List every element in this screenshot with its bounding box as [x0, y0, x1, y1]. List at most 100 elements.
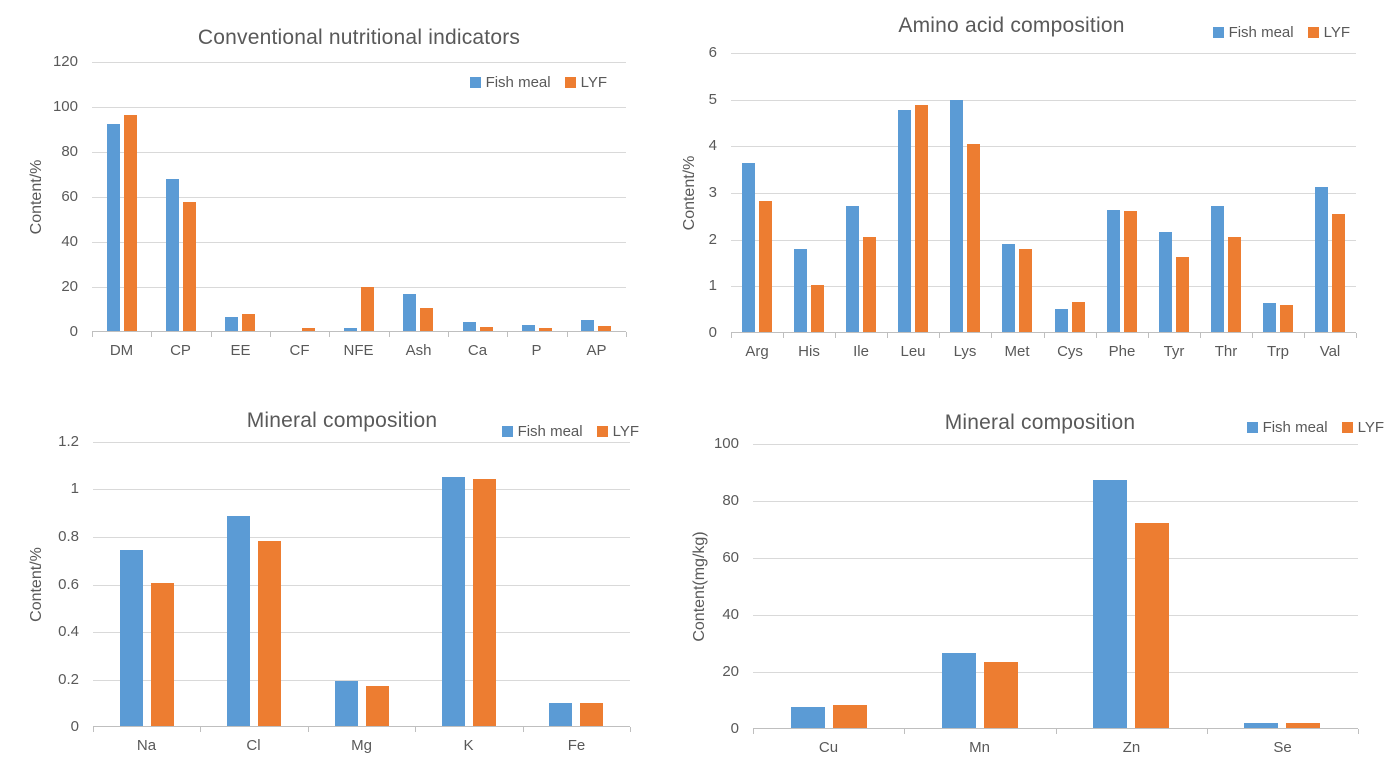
legend-label: LYF: [580, 74, 607, 91]
y-tick-label: 100: [52, 98, 78, 115]
gridline: [92, 62, 626, 63]
y-tick-label: 80: [722, 492, 739, 509]
axis-tick-mark: [1148, 333, 1149, 338]
bar-lyf-se: [1286, 723, 1320, 728]
gridline: [731, 240, 1356, 241]
bar-lyf-met: [1019, 249, 1032, 332]
y-tick-label: 0.2: [58, 671, 79, 688]
bar-lyf-thr: [1228, 237, 1241, 332]
bar-fish-meal-dm: [107, 124, 120, 331]
bar-lyf-mn: [984, 662, 1018, 728]
legend-item-lyf: LYF: [1341, 419, 1384, 436]
bar-fish-meal-mg: [335, 681, 358, 726]
axis-tick-mark: [1044, 333, 1045, 338]
chart-legend: Fish meal LYF: [501, 423, 639, 440]
legend-item-fish-meal: Fish meal: [501, 423, 583, 440]
bar-lyf-his: [811, 285, 824, 332]
plot-area: [92, 62, 626, 332]
x-axis-line: [93, 726, 630, 727]
x-category-label: Phe: [1108, 343, 1136, 360]
bar-fish-meal-ap: [581, 320, 594, 331]
chart-amino-acid-composition: Amino acid composition Fish meal LYF Cont…: [655, 0, 1400, 389]
x-category-label: Cys: [1057, 343, 1083, 360]
bar-lyf-val: [1332, 214, 1345, 332]
axis-tick-mark: [151, 332, 152, 337]
y-tick-label: 0.8: [58, 528, 79, 545]
axis-tick-mark: [389, 332, 390, 337]
bar-lyf-k: [473, 479, 496, 726]
chart-title: Conventional nutritional indicators: [197, 26, 521, 49]
x-category-label: Lys: [953, 343, 977, 360]
legend-swatch-icon: [469, 77, 481, 88]
bar-fish-meal-his: [794, 249, 807, 332]
gridline: [731, 53, 1356, 54]
chart-legend: Fish meal LYF: [1246, 419, 1384, 436]
bar-lyf-cu: [833, 705, 867, 728]
bar-fish-meal-thr: [1211, 206, 1224, 332]
y-axis-label: Content(mg/kg): [691, 531, 708, 642]
bar-lyf-cys: [1072, 302, 1085, 332]
bar-lyf-zn: [1135, 523, 1169, 728]
axis-tick-mark: [308, 727, 309, 732]
y-tick-label: 0: [69, 323, 78, 340]
chart-conventional-nutritional-indicators: Conventional nutritional indicators Fish…: [0, 0, 655, 389]
bar-lyf-arg: [759, 201, 772, 332]
bar-fish-meal-ca: [463, 322, 476, 331]
bar-fish-meal-ile: [846, 206, 859, 332]
bar-lyf-cf: [302, 328, 315, 331]
axis-tick-mark: [567, 332, 568, 337]
axis-tick-mark: [783, 333, 784, 338]
axis-tick-mark: [92, 332, 93, 337]
x-category-label: Zn: [1122, 739, 1141, 756]
bar-lyf-lys: [967, 144, 980, 332]
y-tick-label: 100: [713, 435, 739, 452]
chart-legend: Fish meal LYF: [1212, 24, 1350, 41]
x-category-label: Trp: [1267, 343, 1289, 360]
y-tick-label: 0.4: [58, 623, 79, 640]
chart-title: Mineral composition: [246, 409, 438, 432]
y-tick-label: 40: [722, 606, 739, 623]
legend-label: Fish meal: [1228, 24, 1294, 41]
y-tick-label: 1: [70, 480, 79, 497]
legend-item-fish-meal: Fish meal: [1212, 24, 1294, 41]
y-tick-label: 120: [52, 53, 78, 70]
gridline: [753, 444, 1358, 445]
x-category-label: Fe: [567, 737, 586, 754]
gridline: [93, 632, 630, 633]
bar-fish-meal-tyr: [1159, 232, 1172, 332]
y-tick-label: 5: [708, 91, 717, 108]
legend-swatch-icon: [564, 77, 576, 88]
x-category-label: CF: [289, 342, 310, 359]
x-category-label: NFE: [343, 342, 374, 359]
gridline: [93, 680, 630, 681]
bar-fish-meal-phe: [1107, 210, 1120, 332]
gridline: [93, 585, 630, 586]
plot-area: [731, 53, 1356, 333]
x-category-label: Mg: [351, 737, 372, 754]
gridline: [731, 100, 1356, 101]
bar-fish-meal-trp: [1263, 303, 1276, 332]
bar-lyf-tyr: [1176, 257, 1189, 332]
axis-tick-mark: [211, 332, 212, 337]
bar-fish-meal-cl: [227, 516, 250, 726]
bar-lyf-p: [539, 328, 552, 331]
bar-fish-meal-k: [442, 477, 465, 726]
y-tick-label: 1: [708, 277, 717, 294]
bar-fish-meal-fe: [549, 703, 572, 726]
legend-item-lyf: LYF: [596, 423, 639, 440]
axis-tick-mark: [753, 729, 754, 734]
legend-label: Fish meal: [517, 423, 583, 440]
y-tick-label: 80: [61, 143, 78, 160]
axis-tick-mark: [415, 727, 416, 732]
legend-swatch-icon: [596, 426, 608, 437]
bar-fish-meal-cu: [791, 707, 825, 728]
legend-item-lyf: LYF: [564, 74, 607, 91]
gridline: [731, 286, 1356, 287]
y-tick-label: 0.6: [58, 576, 79, 593]
y-tick-label: 1.2: [58, 433, 79, 450]
bar-lyf-na: [151, 583, 174, 726]
gridline: [92, 197, 626, 198]
gridline: [93, 442, 630, 443]
y-tick-label: 3: [708, 184, 717, 201]
